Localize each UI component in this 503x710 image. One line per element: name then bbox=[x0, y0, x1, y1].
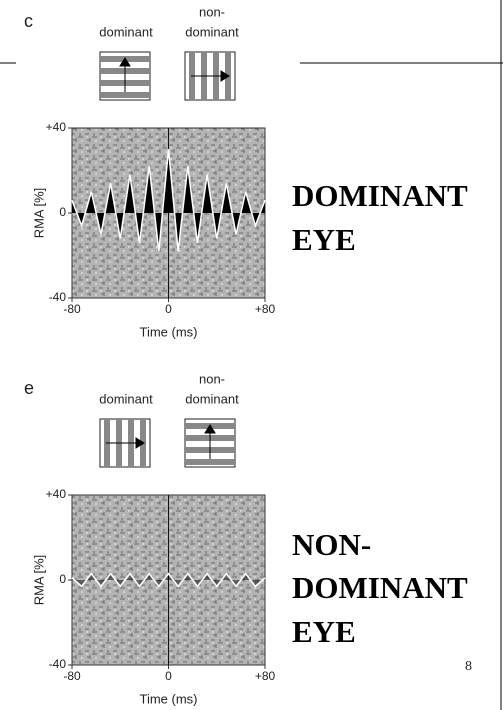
y-tick-label: +40 bbox=[46, 120, 67, 134]
stimulus-label: dominant bbox=[99, 391, 153, 406]
stripe bbox=[100, 92, 150, 98]
arrow bbox=[119, 57, 131, 92]
stripe bbox=[185, 459, 235, 465]
x-tick-label: 0 bbox=[165, 302, 172, 316]
y-tick-label: -40 bbox=[49, 657, 67, 671]
correlogram-area bbox=[72, 573, 265, 587]
caption: EYE bbox=[292, 614, 356, 649]
stimulus-label: dominant bbox=[99, 24, 153, 39]
arrow bbox=[204, 424, 216, 459]
y-tick-label: -40 bbox=[49, 290, 67, 304]
x-tick-label: +80 bbox=[255, 302, 276, 316]
stimulus-icon bbox=[99, 418, 151, 468]
x-axis-label: Time (ms) bbox=[139, 324, 197, 339]
page-number: 8 bbox=[465, 659, 472, 674]
y-tick-label: 0 bbox=[59, 205, 66, 219]
panel: e dominant non-dominant +40 0 -40-80 0 +80 Time … bbox=[24, 371, 276, 706]
correlogram-line bbox=[71, 572, 266, 588]
stimulus-label: non- bbox=[199, 4, 225, 19]
x-tick-label: +80 bbox=[255, 669, 276, 683]
y-axis-label: RMA [%] bbox=[31, 555, 46, 606]
caption: DOMINANT bbox=[292, 570, 468, 605]
caption: NON- bbox=[292, 527, 371, 562]
caption: DOMINANT bbox=[292, 178, 468, 213]
x-axis-label: Time (ms) bbox=[139, 691, 197, 706]
correlogram-area bbox=[72, 149, 265, 252]
stimulus-label: dominant bbox=[185, 24, 239, 39]
arrow bbox=[191, 70, 230, 82]
caption: EYE bbox=[292, 222, 356, 257]
panel-label: e bbox=[24, 378, 34, 398]
y-tick-label: +40 bbox=[46, 487, 67, 501]
arrow bbox=[106, 437, 145, 449]
stimulus-icon bbox=[184, 51, 236, 101]
stimulus-icon bbox=[184, 418, 236, 468]
correlogram-line bbox=[71, 149, 266, 252]
panel-label: c bbox=[24, 11, 33, 31]
stimulus-label: non- bbox=[199, 371, 225, 386]
panel: c dominant non-dominant +40 0 -40-80 0 +80 Time … bbox=[24, 4, 276, 339]
x-tick-label: -80 bbox=[63, 302, 81, 316]
stimulus-label: dominant bbox=[185, 391, 239, 406]
x-tick-label: -80 bbox=[63, 669, 81, 683]
stimulus-icon bbox=[99, 51, 151, 101]
y-tick-label: 0 bbox=[59, 572, 66, 586]
y-axis-label: RMA [%] bbox=[31, 188, 46, 239]
x-tick-label: 0 bbox=[165, 669, 172, 683]
